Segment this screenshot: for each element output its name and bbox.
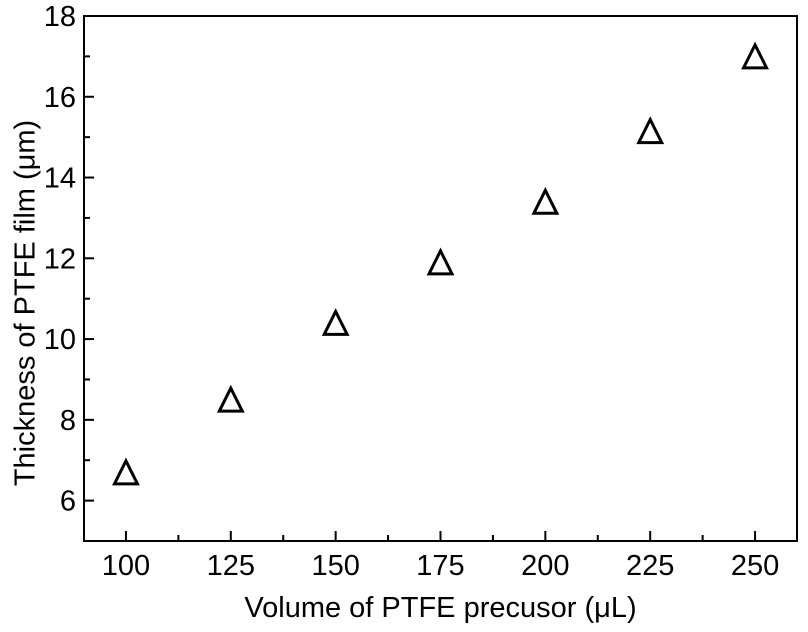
y-tick-label: 14	[44, 163, 76, 195]
y-tick-label: 8	[60, 405, 76, 437]
x-tick-label: 200	[521, 550, 569, 582]
y-tick-label: 18	[44, 1, 76, 33]
x-tick-label: 100	[102, 550, 150, 582]
data-point-marker	[531, 186, 560, 215]
data-point-marker	[636, 116, 665, 145]
x-tick-label: 225	[626, 550, 674, 582]
x-tick-label: 175	[416, 550, 464, 582]
y-axis-title: Thickness of PTFE film (μm)	[9, 119, 42, 487]
data-point-marker	[112, 457, 140, 486]
x-tick-label: 150	[311, 550, 359, 582]
x-axis-title: Volume of PTFE precusor (μL)	[244, 592, 637, 624]
data-point-marker	[741, 41, 769, 70]
y-tick-label: 16	[44, 82, 76, 114]
data-point-marker	[426, 247, 455, 276]
data-point-marker	[321, 308, 350, 336]
data-point-marker	[216, 384, 245, 413]
x-tick-label: 250	[731, 550, 779, 582]
y-tick-label: 12	[44, 243, 76, 275]
y-tick-label: 10	[44, 324, 76, 356]
y-tick-label: 6	[60, 486, 76, 518]
plot-border	[83, 15, 798, 542]
x-tick-label: 125	[207, 550, 255, 582]
